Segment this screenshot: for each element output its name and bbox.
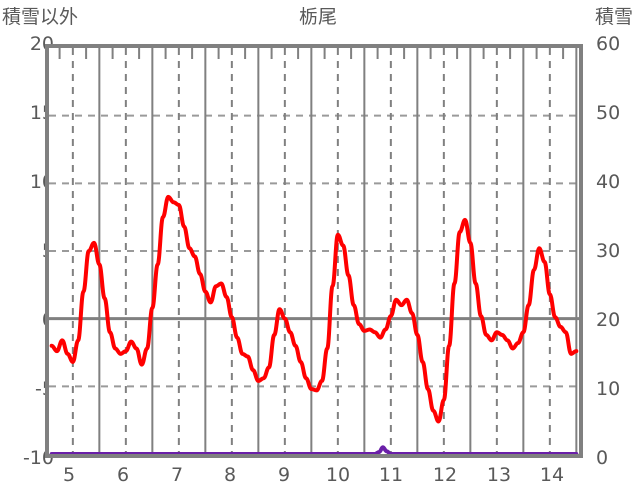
- y-axis-right-tick: 20: [596, 309, 621, 331]
- chart-canvas: [49, 48, 579, 454]
- y-axis-right-tick: 30: [596, 240, 621, 262]
- y-axis-right-tick: 40: [596, 171, 621, 193]
- x-axis-tick: 12: [432, 464, 458, 486]
- y-axis-right-tick: 10: [596, 378, 621, 400]
- plot-area: [45, 44, 583, 458]
- data-series-temperature: [49, 194, 579, 424]
- x-axis-tick: 9: [277, 464, 291, 486]
- y-axis-right-tick: 0: [596, 447, 609, 469]
- x-axis-tick: 14: [539, 464, 565, 486]
- x-axis-tick: 6: [116, 464, 130, 486]
- x-axis-tick: 8: [223, 464, 237, 486]
- x-axis-tick: 13: [486, 464, 512, 486]
- page-title: 栃尾: [298, 6, 337, 28]
- x-axis-tick: 5: [62, 464, 76, 486]
- x-axis-tick: 10: [325, 464, 351, 486]
- right-axis-series-label: 積雪: [594, 6, 633, 28]
- y-axis-right-tick: 50: [596, 102, 621, 124]
- data-series-snow-depth: [49, 445, 579, 454]
- left-axis-series-label: 積雪以外: [2, 6, 79, 28]
- x-axis-tick: 11: [378, 464, 404, 486]
- x-axis-tick: 7: [170, 464, 184, 486]
- y-axis-right-tick: 60: [596, 33, 621, 55]
